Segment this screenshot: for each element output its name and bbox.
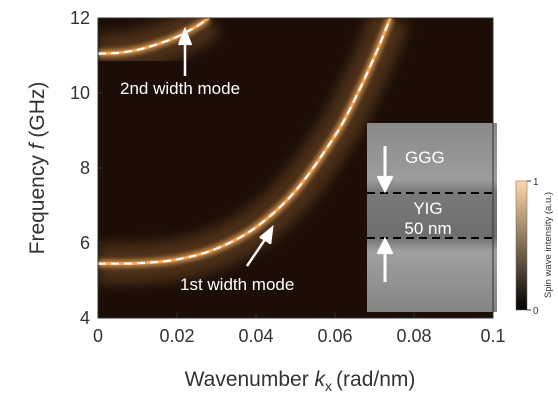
annotation: 1st width mode: [180, 275, 294, 294]
colorbar-tick-label: 0: [533, 306, 539, 317]
y-label-unit: (GHz): [26, 82, 49, 138]
x-tick-label: 0.1: [480, 326, 505, 346]
x-label-symbol: k: [315, 368, 327, 391]
inset-image: [367, 123, 497, 312]
y-tick-label: 6: [80, 233, 90, 253]
y-tick-label: 4: [80, 308, 90, 328]
curves: [98, 18, 409, 284]
y-label-text: Frequency: [26, 155, 49, 255]
colorbar-label: Spin wave intensity (a.u.): [543, 192, 554, 298]
x-axis-label: Wavenumber kx (rad/nm): [185, 368, 416, 393]
y-tick-label: 12: [70, 8, 90, 28]
colorbar: [515, 180, 528, 311]
x-tick-label: 0.02: [159, 326, 194, 346]
x-tick-label: 0.06: [317, 326, 352, 346]
arrow: [376, 146, 394, 194]
annotation: 2nd width mode: [120, 79, 240, 98]
x-label-unit: (rad/nm): [336, 368, 415, 391]
inset-label: GGG: [405, 148, 445, 167]
y-axis-label: Frequency f (GHz): [26, 82, 49, 255]
y-tick-label: 8: [80, 158, 90, 178]
inset-label: 50 nm: [404, 219, 451, 238]
arrow: [376, 236, 394, 282]
x-label-text: Wavenumber: [185, 368, 309, 391]
inset-label: YIG: [413, 199, 442, 218]
arrow: [245, 225, 274, 267]
x-tick-label: 0.08: [396, 326, 431, 346]
mode-dashes: [98, 18, 210, 55]
mode-line: [98, 18, 392, 266]
y-label-symbol: f: [26, 141, 49, 149]
inset: GGG YIG 50 nm: [367, 123, 497, 312]
x-tick-label: 0: [93, 326, 103, 346]
x-tick-label: 0.04: [238, 326, 273, 346]
colorbar-tick-label: 1: [533, 177, 539, 188]
y-tick-label: 10: [70, 83, 90, 103]
arrow: [177, 26, 193, 76]
x-label-subscript: x: [325, 378, 332, 393]
